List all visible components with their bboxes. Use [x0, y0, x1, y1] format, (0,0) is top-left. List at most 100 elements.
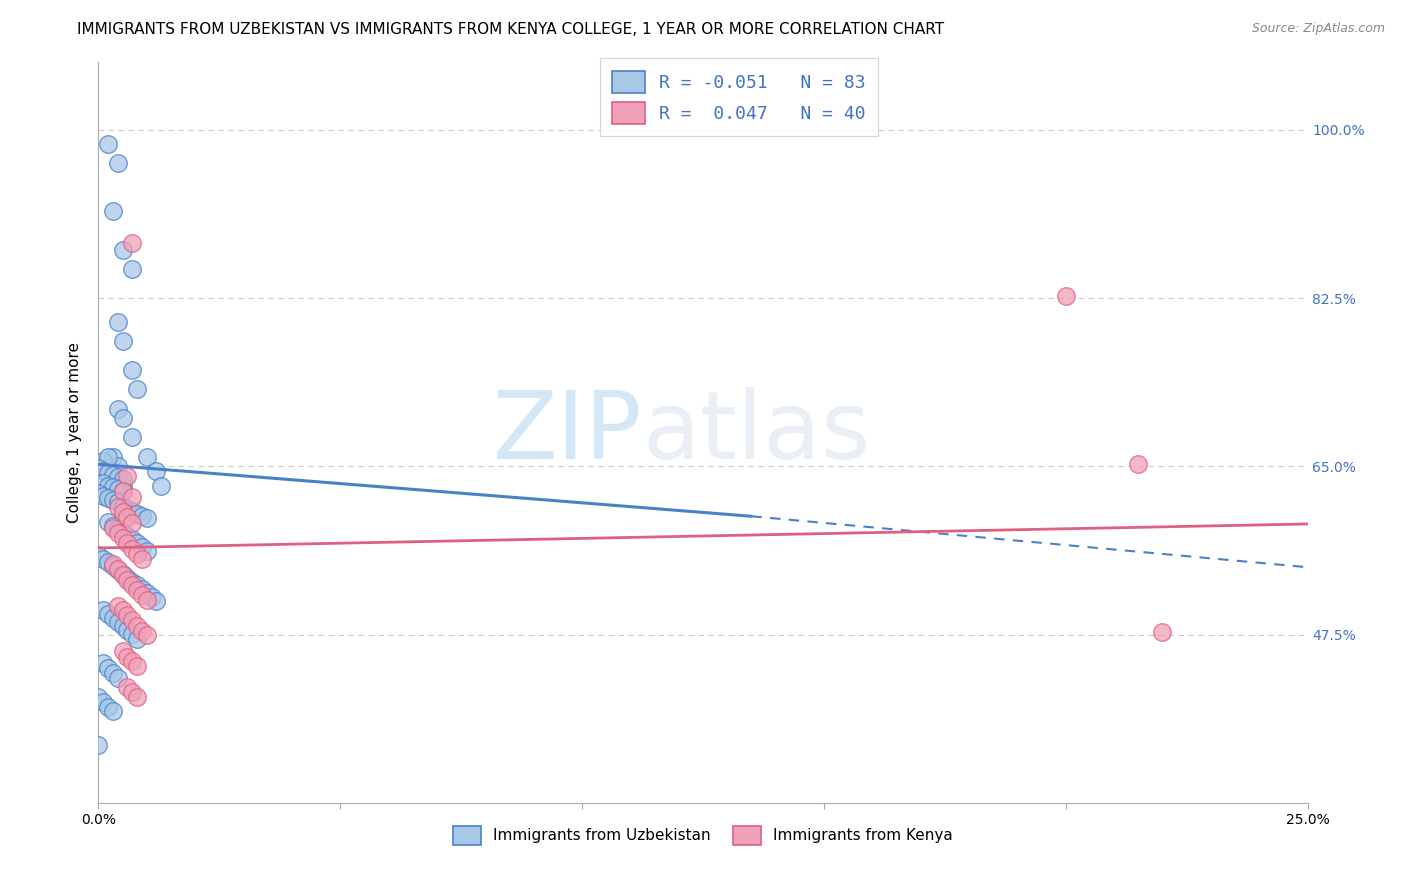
Point	[131, 624, 153, 638]
Point	[135, 511, 157, 525]
Legend: Immigrants from Uzbekistan, Immigrants from Kenya: Immigrants from Uzbekistan, Immigrants f…	[447, 820, 959, 851]
Point	[111, 478, 134, 492]
Point	[107, 315, 129, 329]
Point	[127, 619, 149, 633]
Point	[121, 490, 143, 504]
Point	[97, 137, 120, 152]
Point	[131, 588, 153, 602]
Point	[121, 685, 143, 699]
Point	[101, 558, 124, 572]
Point	[97, 661, 120, 675]
Point	[121, 363, 143, 377]
Point	[117, 536, 139, 550]
Point	[107, 525, 129, 540]
Point	[1054, 289, 1077, 303]
Point	[87, 461, 110, 475]
Point	[91, 695, 114, 709]
Point	[127, 382, 149, 396]
Point	[111, 411, 134, 425]
Point	[107, 470, 129, 484]
Point	[91, 475, 114, 490]
Point	[91, 454, 114, 468]
Point	[127, 583, 149, 598]
Point	[145, 464, 167, 478]
Point	[101, 204, 124, 219]
Point	[111, 243, 134, 257]
Point	[117, 528, 139, 542]
Point	[117, 501, 139, 516]
Point	[101, 450, 124, 464]
Point	[117, 573, 139, 587]
Point	[117, 469, 139, 483]
Point	[107, 500, 129, 514]
Point	[91, 657, 114, 671]
Point	[121, 430, 143, 444]
Point	[127, 659, 149, 673]
Point	[121, 541, 143, 556]
Point	[1152, 624, 1174, 639]
Point	[97, 478, 120, 492]
Point	[135, 544, 157, 558]
Y-axis label: College, 1 year or more: College, 1 year or more	[67, 343, 83, 523]
Point	[117, 649, 139, 664]
Point	[121, 655, 143, 669]
Point	[97, 491, 120, 505]
Point	[111, 568, 134, 582]
Point	[127, 547, 149, 561]
Point	[87, 738, 110, 752]
Point	[87, 486, 110, 500]
Text: atlas: atlas	[643, 386, 870, 479]
Point	[121, 516, 143, 530]
Point	[107, 562, 129, 576]
Point	[131, 551, 153, 566]
Point	[91, 551, 114, 566]
Point	[111, 484, 134, 499]
Point	[91, 464, 114, 478]
Point	[131, 540, 153, 554]
Point	[101, 480, 124, 494]
Point	[117, 510, 139, 524]
Point	[111, 524, 134, 539]
Point	[1128, 458, 1150, 472]
Point	[107, 156, 129, 170]
Point	[91, 603, 114, 617]
Point	[101, 467, 124, 482]
Point	[97, 699, 120, 714]
Point	[127, 536, 149, 550]
Point	[107, 401, 129, 416]
Point	[135, 586, 157, 600]
Point	[131, 509, 153, 524]
Text: Source: ZipAtlas.com: Source: ZipAtlas.com	[1251, 22, 1385, 36]
Point	[145, 594, 167, 608]
Point	[101, 559, 124, 574]
Point	[135, 450, 157, 464]
Point	[111, 500, 134, 514]
Point	[97, 466, 120, 480]
Point	[121, 577, 143, 591]
Point	[107, 495, 129, 509]
Point	[111, 566, 134, 581]
Point	[121, 533, 143, 547]
Point	[111, 334, 134, 349]
Point	[117, 608, 139, 623]
Point	[107, 599, 129, 613]
Point	[107, 615, 129, 629]
Point	[107, 459, 129, 474]
Point	[117, 623, 139, 637]
Point	[97, 607, 120, 622]
Point	[101, 521, 124, 535]
Point	[121, 613, 143, 627]
Point	[111, 532, 134, 546]
Point	[117, 681, 139, 695]
Point	[101, 492, 124, 507]
Point	[107, 483, 129, 497]
Point	[101, 519, 124, 533]
Point	[101, 665, 124, 680]
Point	[121, 504, 143, 518]
Point	[127, 690, 149, 704]
Point	[127, 508, 149, 522]
Point	[111, 505, 134, 519]
Point	[117, 571, 139, 585]
Point	[111, 484, 134, 499]
Point	[101, 611, 124, 625]
